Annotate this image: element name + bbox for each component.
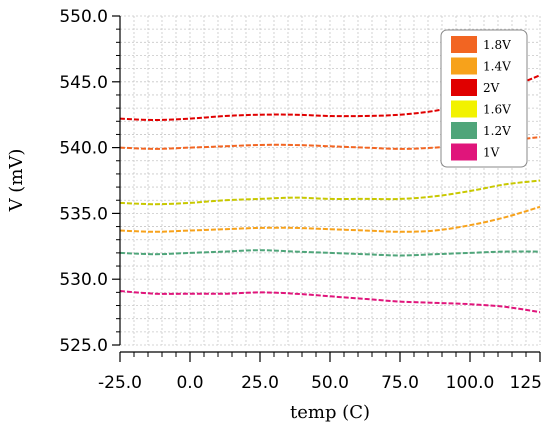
legend: 1.8V 1.4V 2V 1.6V 1.2V 1V	[440, 29, 528, 168]
axes	[112, 15, 541, 362]
legend-label: 1.8V	[483, 38, 511, 52]
legend-label: 1.4V	[483, 60, 511, 74]
legend-label: 1.2V	[483, 124, 511, 138]
series-line-1.6V	[119, 179, 541, 206]
series-line-1.4V	[119, 205, 541, 233]
legend-swatch	[451, 122, 477, 139]
legend-label: 1.6V	[483, 103, 511, 117]
tick-labels: 525.0 530.0 535.0 540.0 545.0 550.0 -25.0 0.0 25…	[59, 7, 542, 393]
y-tick-label: 540.0	[59, 139, 108, 159]
y-tick-label: 535.0	[59, 204, 108, 224]
x-tick-label: 75.0	[381, 373, 419, 393]
x-tick-label: 0.0	[176, 373, 203, 393]
series-line-1V	[119, 290, 541, 314]
legend-swatch	[451, 143, 477, 161]
x-tick-label: 50.0	[311, 373, 349, 393]
y-tick-label: 530.0	[59, 270, 108, 290]
y-tick-label: 550.0	[59, 7, 108, 27]
series-line-1.2V	[119, 249, 541, 257]
legend-swatch	[451, 100, 477, 118]
x-tick-label: 25.0	[241, 373, 279, 393]
y-tick-label: 545.0	[59, 73, 108, 93]
x-tick-label: 100.0	[446, 373, 495, 393]
legend-label: 2V	[483, 81, 500, 95]
y-tick-label: 525.0	[59, 336, 108, 356]
legend-swatch	[451, 79, 477, 96]
x-axis-title: temp (C)	[290, 402, 370, 423]
x-tick-label: 125	[510, 373, 542, 393]
y-axis-title: V (mV)	[6, 149, 27, 213]
legend-swatch	[451, 57, 477, 75]
x-tick-label: -25.0	[98, 373, 142, 393]
legend-swatch	[451, 36, 477, 53]
legend-label: 1V	[483, 146, 500, 160]
